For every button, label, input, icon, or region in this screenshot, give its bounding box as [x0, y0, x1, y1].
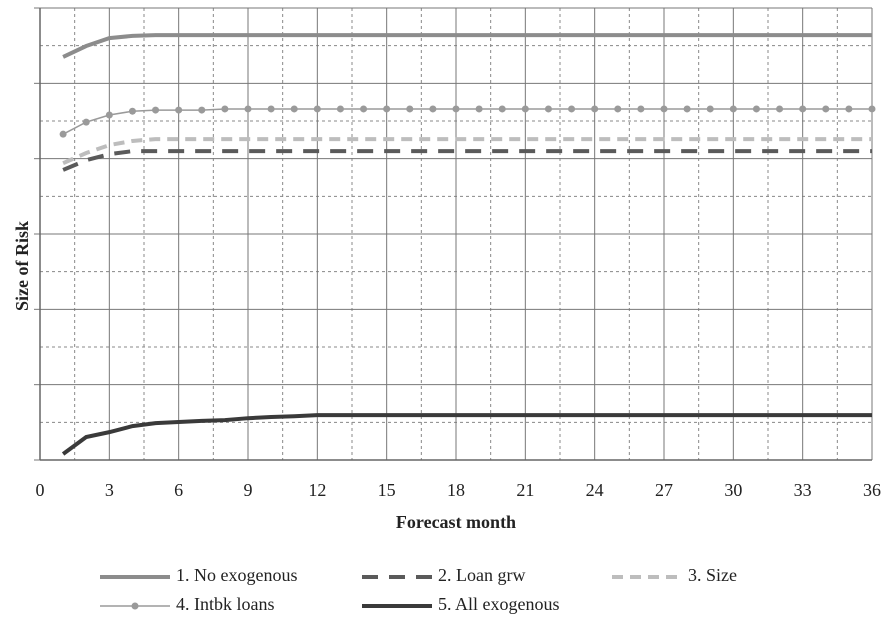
legend-label: 3. Size	[688, 565, 737, 585]
series-line	[62, 108, 872, 135]
point	[221, 105, 229, 113]
x-tick-label: 15	[378, 480, 396, 500]
point	[637, 105, 645, 113]
point	[799, 105, 807, 113]
point	[591, 105, 599, 113]
point	[822, 105, 830, 113]
legend-label: 4. Intbk loans	[176, 594, 275, 614]
point	[105, 111, 113, 119]
series-line	[62, 149, 872, 172]
point	[475, 105, 483, 113]
x-tick-label: 6	[174, 480, 183, 500]
point	[59, 130, 67, 138]
series-line	[62, 33, 872, 59]
point	[152, 106, 160, 114]
point	[267, 105, 275, 113]
x-tick-label: 18	[447, 480, 465, 500]
x-tick-label: 27	[655, 480, 673, 500]
point	[244, 105, 252, 113]
point	[660, 105, 668, 113]
legend-marker	[131, 602, 139, 610]
point	[406, 105, 414, 113]
point	[729, 105, 737, 113]
x-tick-label: 0	[36, 480, 45, 500]
legend-label: 5. All exogenous	[438, 594, 560, 614]
x-tick-label: 33	[794, 480, 812, 500]
y-axis-title: Size of Risk	[12, 221, 32, 311]
point	[429, 105, 437, 113]
series-line	[61, 413, 872, 456]
x-axis-title: Forecast month	[396, 512, 516, 532]
point	[175, 106, 183, 114]
x-tick-label: 36	[863, 480, 881, 500]
x-tick-label: 3	[105, 480, 114, 500]
point	[868, 105, 876, 113]
point	[752, 105, 760, 113]
point	[544, 105, 552, 113]
legend-label: 1. No exogenous	[176, 565, 297, 585]
point	[82, 118, 90, 126]
x-tick-label: 12	[308, 480, 326, 500]
point	[614, 105, 622, 113]
point	[360, 105, 368, 113]
point	[776, 105, 784, 113]
x-tick-label: 24	[586, 480, 604, 500]
point	[290, 105, 298, 113]
point	[845, 105, 853, 113]
point	[383, 105, 391, 113]
point	[521, 105, 529, 113]
point	[706, 105, 714, 113]
point	[452, 105, 460, 113]
x-tick-label: 30	[724, 480, 742, 500]
point	[336, 105, 344, 113]
point	[683, 105, 691, 113]
x-tick-label: 21	[516, 480, 534, 500]
point	[568, 105, 576, 113]
x-tick-label: 9	[244, 480, 253, 500]
point	[198, 106, 206, 114]
point	[128, 107, 136, 115]
point	[498, 105, 506, 113]
legend-label: 2. Loan grw	[438, 565, 525, 585]
point	[313, 105, 321, 113]
